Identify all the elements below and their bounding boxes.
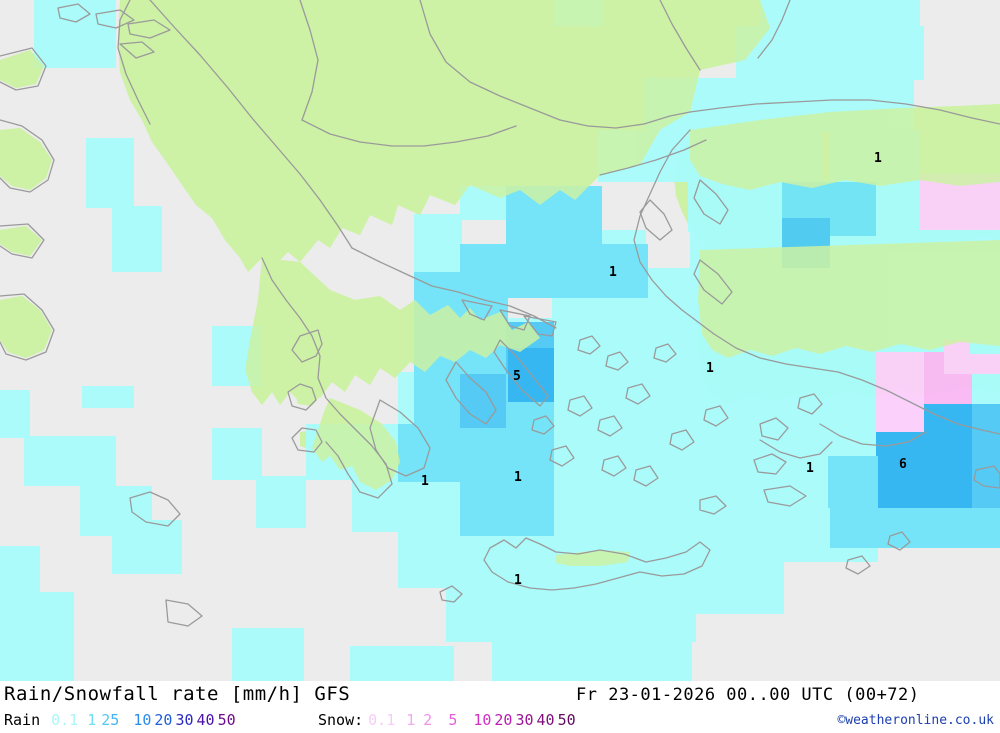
rain-legend-step: 10 (133, 711, 152, 729)
snow-legend-step: 5 (448, 711, 458, 729)
rain-legend-label: Rain (4, 711, 41, 729)
rain-legend-step: 30 (175, 711, 194, 729)
map-canvas (0, 0, 1000, 681)
precipitation-map[interactable]: 1 1 1 5 1 1 1 6 1 (0, 0, 1000, 681)
rain-legend-step: 5 (110, 711, 120, 729)
snow-legend-step: 40 (536, 711, 555, 729)
snow-legend-step: 50 (557, 711, 576, 729)
rain-legend-step: 50 (217, 711, 236, 729)
rain-legend: Rain 0.1 1 2 5 10 20 30 40 50 (4, 711, 236, 729)
snow-legend-step: 20 (494, 711, 513, 729)
copyright-notice[interactable]: ©weatheronline.co.uk (837, 713, 994, 728)
map-footer: Rain/Snowfall rate [mm/h] GFS Fr 23-01-2… (0, 681, 1000, 733)
snow-legend: Snow: 0.1 1 2 5 10 20 30 40 50 (318, 711, 576, 729)
coastline-layer (0, 0, 1000, 627)
snow-legend-step: 30 (515, 711, 534, 729)
rain-legend-step: 40 (196, 711, 215, 729)
model-runtime-label: Fr 23-01-2026 00..00 UTC (00+72) (576, 685, 920, 705)
rain-legend-step: 1 (87, 711, 97, 729)
rain-legend-step: 2 (101, 711, 111, 729)
snow-legend-step: 2 (423, 711, 433, 729)
landmass-overlay (0, 0, 1000, 566)
rain-legend-step: 20 (154, 711, 173, 729)
snow-legend-step: 1 (406, 711, 416, 729)
snow-legend-step: 10 (473, 711, 492, 729)
rain-legend-step: 0.1 (51, 711, 79, 729)
snow-legend-label: Snow: (318, 711, 364, 729)
snow-legend-step: 0.1 (368, 711, 396, 729)
page-title: Rain/Snowfall rate [mm/h] GFS (4, 683, 351, 705)
